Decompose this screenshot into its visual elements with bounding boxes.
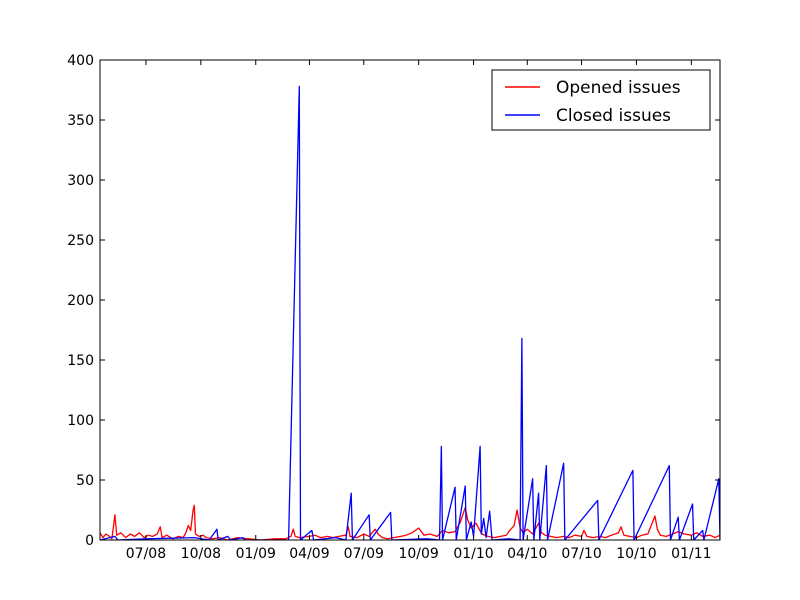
x-tick-label: 07/08: [126, 546, 166, 562]
ticks-layer: 0 50 100 150 200 250 300 350 400 07/08 10/08 01/09 0…: [67, 53, 720, 562]
x-tick-label: 01/09: [236, 546, 276, 562]
x-tick-label: 07/09: [344, 546, 384, 562]
y-tick-label: 400: [67, 53, 94, 69]
series-line-opened-issues: [100, 504, 720, 540]
x-tick-label: 04/09: [289, 546, 329, 562]
series-layer: [100, 85, 720, 540]
x-tick-label: 10/09: [398, 546, 438, 562]
x-tick-label: 01/11: [671, 546, 711, 562]
legend-box: [491, 69, 711, 131]
x-tick-label: 10/10: [616, 546, 656, 562]
series-line-closed-issues: [100, 85, 720, 540]
x-tick-label: 10/08: [181, 546, 221, 562]
y-tick-label: 100: [67, 413, 94, 429]
axes-frame: [99, 59, 721, 541]
y-tick-label: 50: [76, 473, 94, 489]
y-tick-label: 200: [67, 293, 94, 309]
x-tick-label: 04/10: [507, 546, 547, 562]
y-tick-label: 250: [67, 233, 94, 249]
y-tick-label: 300: [67, 173, 94, 189]
x-tick-label: 07/10: [561, 546, 601, 562]
legend-label-closed: Closed issues: [556, 106, 671, 126]
legend: Opened issues Closed issues: [491, 69, 711, 131]
y-tick-label: 150: [67, 353, 94, 369]
x-tick-label: 01/10: [453, 546, 493, 562]
legend-label-opened: Opened issues: [556, 78, 681, 98]
y-tick-label: 0: [85, 533, 94, 549]
y-tick-label: 350: [67, 113, 94, 129]
plot-area: [100, 85, 720, 540]
